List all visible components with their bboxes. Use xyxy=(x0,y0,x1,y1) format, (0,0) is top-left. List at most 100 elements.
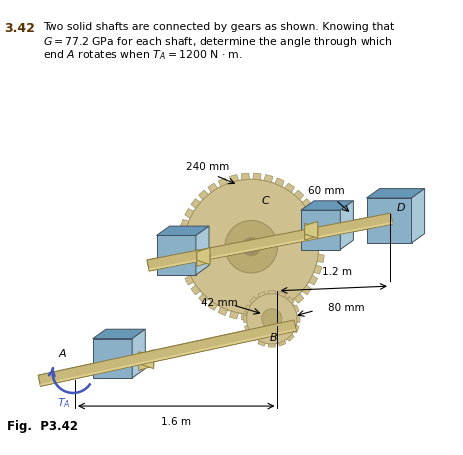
Circle shape xyxy=(242,238,260,256)
Polygon shape xyxy=(317,254,324,263)
Polygon shape xyxy=(340,201,353,249)
Polygon shape xyxy=(156,236,196,275)
Polygon shape xyxy=(208,301,218,310)
Polygon shape xyxy=(264,175,273,182)
Polygon shape xyxy=(147,213,393,271)
Polygon shape xyxy=(319,243,325,251)
Polygon shape xyxy=(139,350,154,369)
Polygon shape xyxy=(305,223,318,240)
Circle shape xyxy=(262,309,282,329)
Polygon shape xyxy=(244,325,250,333)
Text: Fig.  P3.42: Fig. P3.42 xyxy=(7,420,79,433)
Polygon shape xyxy=(178,254,185,263)
Polygon shape xyxy=(294,190,304,200)
Polygon shape xyxy=(275,307,284,315)
Polygon shape xyxy=(244,305,250,313)
Polygon shape xyxy=(181,265,189,274)
Circle shape xyxy=(225,221,277,273)
Polygon shape xyxy=(40,329,296,386)
Polygon shape xyxy=(181,219,189,228)
Polygon shape xyxy=(38,320,296,386)
Polygon shape xyxy=(185,275,194,285)
Polygon shape xyxy=(253,173,261,180)
Polygon shape xyxy=(317,231,324,239)
Text: $G = 77.2$ GPa for each shaft, determine the angle through which: $G = 77.2$ GPa for each shaft, determine… xyxy=(43,35,393,49)
Polygon shape xyxy=(149,222,393,270)
Polygon shape xyxy=(197,249,210,266)
Polygon shape xyxy=(38,320,296,386)
Polygon shape xyxy=(278,292,286,297)
Polygon shape xyxy=(196,226,209,275)
Polygon shape xyxy=(309,275,318,285)
Polygon shape xyxy=(305,222,318,238)
Polygon shape xyxy=(242,313,250,320)
Polygon shape xyxy=(244,315,247,322)
Polygon shape xyxy=(285,183,294,192)
Text: 60 mm: 60 mm xyxy=(308,186,344,196)
Polygon shape xyxy=(178,231,185,239)
Polygon shape xyxy=(40,329,296,386)
Polygon shape xyxy=(269,344,275,347)
Polygon shape xyxy=(178,243,184,251)
Polygon shape xyxy=(269,291,275,294)
Polygon shape xyxy=(294,305,299,313)
Polygon shape xyxy=(258,292,265,297)
Polygon shape xyxy=(230,175,238,182)
Polygon shape xyxy=(367,198,412,243)
Polygon shape xyxy=(147,213,393,271)
Circle shape xyxy=(184,179,319,314)
Polygon shape xyxy=(93,329,145,339)
Polygon shape xyxy=(219,178,228,187)
Text: $D$: $D$ xyxy=(395,202,406,213)
Polygon shape xyxy=(197,248,210,264)
Polygon shape xyxy=(367,189,425,198)
Circle shape xyxy=(246,293,297,344)
Polygon shape xyxy=(313,265,322,274)
Polygon shape xyxy=(208,183,218,192)
Text: $T_A$: $T_A$ xyxy=(57,397,70,410)
Polygon shape xyxy=(242,173,250,180)
Text: 240 mm: 240 mm xyxy=(187,162,230,172)
Polygon shape xyxy=(301,210,340,249)
Polygon shape xyxy=(287,334,294,341)
Polygon shape xyxy=(139,352,154,370)
Polygon shape xyxy=(219,307,228,315)
Polygon shape xyxy=(191,285,200,295)
Polygon shape xyxy=(264,311,273,319)
Text: $A$: $A$ xyxy=(58,347,68,359)
Polygon shape xyxy=(297,315,300,322)
Polygon shape xyxy=(199,293,208,303)
Polygon shape xyxy=(185,208,194,218)
Polygon shape xyxy=(313,219,322,228)
Text: 1.6 m: 1.6 m xyxy=(161,417,191,427)
Polygon shape xyxy=(412,189,425,243)
Text: 80 mm: 80 mm xyxy=(328,303,365,313)
Polygon shape xyxy=(199,190,208,200)
Polygon shape xyxy=(294,293,304,303)
Text: 1.2 m: 1.2 m xyxy=(322,267,352,277)
Polygon shape xyxy=(191,199,200,208)
Text: 3.42: 3.42 xyxy=(4,22,35,35)
Polygon shape xyxy=(302,199,312,208)
Polygon shape xyxy=(132,329,145,378)
Polygon shape xyxy=(149,222,393,270)
Polygon shape xyxy=(250,334,257,341)
Text: 42 mm: 42 mm xyxy=(201,298,238,308)
Polygon shape xyxy=(275,178,284,187)
Polygon shape xyxy=(250,297,257,303)
Polygon shape xyxy=(285,301,294,310)
Text: $C$: $C$ xyxy=(261,194,270,207)
Polygon shape xyxy=(93,339,132,378)
Polygon shape xyxy=(294,325,299,333)
Polygon shape xyxy=(287,297,294,303)
Polygon shape xyxy=(156,226,209,236)
Polygon shape xyxy=(258,341,265,346)
Polygon shape xyxy=(301,201,353,210)
Polygon shape xyxy=(302,285,312,295)
Polygon shape xyxy=(253,313,261,320)
Polygon shape xyxy=(230,311,238,319)
Text: end $A$ rotates when $T_A = 1200$ N · m.: end $A$ rotates when $T_A = 1200$ N · m. xyxy=(43,48,243,62)
Text: Two solid shafts are connected by gears as shown. Knowing that: Two solid shafts are connected by gears … xyxy=(43,22,394,32)
Text: $B$: $B$ xyxy=(269,331,278,343)
Polygon shape xyxy=(278,341,286,346)
